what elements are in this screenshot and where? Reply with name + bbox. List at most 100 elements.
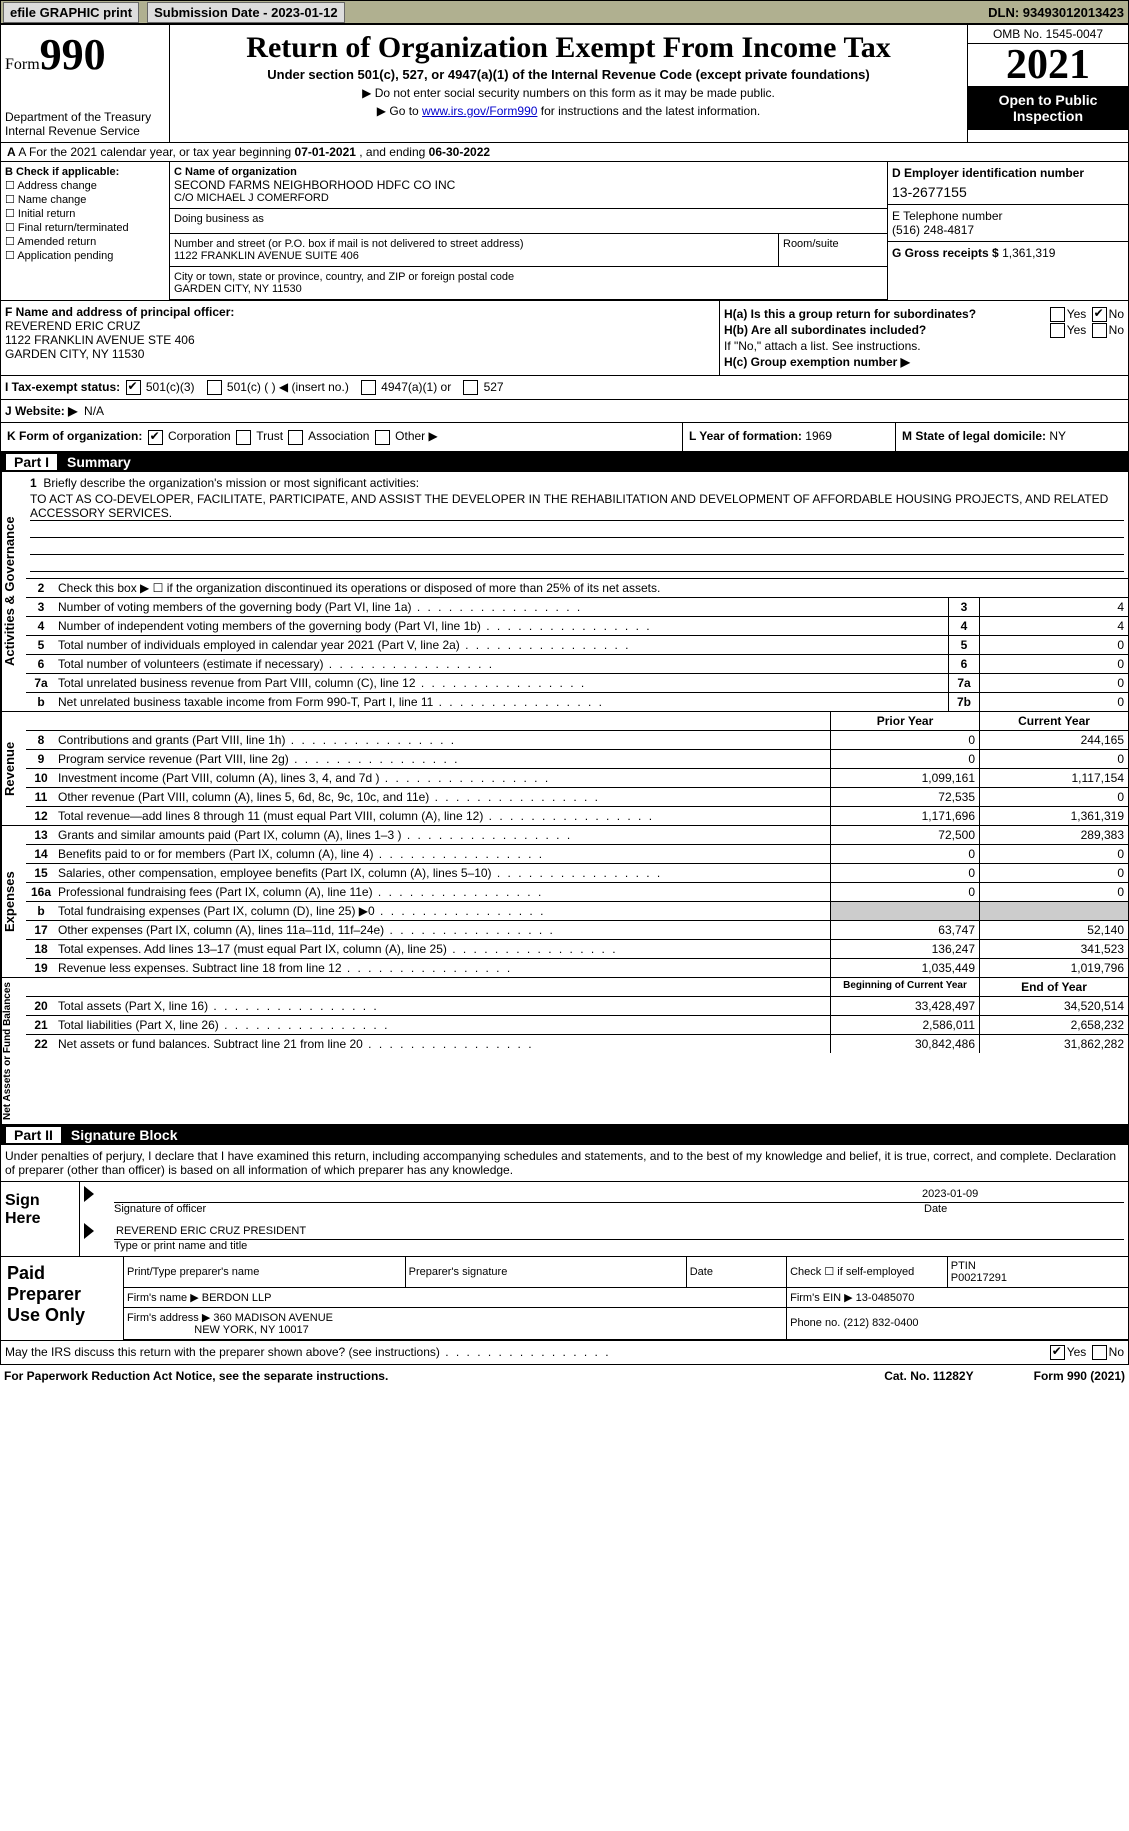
line-12: 12Total revenue—add lines 8 through 11 (… [26, 807, 1128, 825]
section-b: B Check if applicable: ☐ Address change … [1, 162, 170, 300]
firm-address: 360 MADISON AVENUE [213, 1312, 333, 1324]
part-2-header: Part II Signature Block [0, 1125, 1129, 1145]
vtab-revenue: Revenue [1, 712, 26, 825]
discuss-no[interactable] [1092, 1345, 1107, 1360]
sign-here-label: Sign Here [1, 1182, 80, 1256]
section-c-wrap: C Name of organization SECOND FARMS NEIG… [170, 162, 887, 300]
line-16a: 16aProfessional fundraising fees (Part I… [26, 883, 1128, 902]
gross-receipts: 1,361,319 [1002, 246, 1055, 260]
row-fh: F Name and address of principal officer:… [0, 301, 1129, 376]
rev-header: Prior YearCurrent Year [26, 712, 1128, 731]
line-6: 6Total number of volunteers (estimate if… [26, 655, 1128, 674]
section-f: F Name and address of principal officer:… [1, 301, 720, 375]
tax-year: 2021 [968, 44, 1128, 86]
ptin: P00217291 [951, 1272, 1007, 1284]
hb-yes[interactable] [1050, 323, 1065, 338]
line-1: 1 Briefly describe the organization's mi… [26, 472, 1128, 579]
firm-phone: (212) 832-0400 [843, 1317, 918, 1329]
org-name: SECOND FARMS NEIGHBORHOOD HDFC CO INC [174, 178, 455, 192]
officer-name-title: REVEREND ERIC CRUZ PRESIDENT [114, 1223, 1124, 1240]
paid-preparer: Paid Preparer Use Only Print/Type prepar… [0, 1257, 1129, 1341]
line-3: 3Number of voting members of the governi… [26, 598, 1128, 617]
chk-name[interactable]: ☐ Name change [5, 193, 165, 206]
line-21: 21Total liabilities (Part X, line 26)2,5… [26, 1016, 1128, 1035]
line-5: 5Total number of individuals employed in… [26, 636, 1128, 655]
section-h: H(a) Is this a group return for subordin… [720, 301, 1128, 375]
dba: Doing business as [170, 208, 887, 233]
firm-name: BERDON LLP [202, 1292, 272, 1304]
block-bcd: B Check if applicable: ☐ Address change … [0, 162, 1129, 301]
header-center: Return of Organization Exempt From Incom… [170, 25, 967, 142]
vtab-expenses: Expenses [1, 826, 26, 977]
discuss-row: May the IRS discuss this return with the… [0, 1341, 1129, 1365]
row-klm: K Form of organization: Corporation Trus… [0, 423, 1129, 451]
chk-amended[interactable]: ☐ Amended return [5, 235, 165, 248]
expenses-section: Expenses 13Grants and similar amounts pa… [0, 826, 1129, 978]
line-15: 15Salaries, other compensation, employee… [26, 864, 1128, 883]
form-header: Form990 Department of the Treasury Inter… [0, 24, 1129, 143]
vtab-activities: Activities & Governance [1, 472, 26, 711]
header-right: OMB No. 1545-0047 2021 Open to Public In… [967, 25, 1128, 142]
line-b: bNet unrelated business taxable income f… [26, 693, 1128, 711]
ha-yes[interactable] [1050, 307, 1065, 322]
city-state-zip: GARDEN CITY, NY 11530 [174, 283, 302, 295]
section-deg: D Employer identification number 13-2677… [887, 162, 1128, 300]
room-suite: Room/suite [778, 234, 887, 266]
section-i: I Tax-exempt status: 501(c)(3) 501(c) ( … [0, 376, 1129, 400]
sign-here-block: Sign Here 2023-01-09 Signature of office… [0, 1182, 1129, 1257]
line-19: 19Revenue less expenses. Subtract line 1… [26, 959, 1128, 977]
line-20: 20Total assets (Part X, line 16)33,428,4… [26, 997, 1128, 1016]
form-title: Return of Organization Exempt From Incom… [174, 31, 963, 65]
line-22: 22Net assets or fund balances. Subtract … [26, 1035, 1128, 1053]
hb-no[interactable] [1092, 323, 1107, 338]
section-j: J Website: ▶ N/A [0, 400, 1129, 423]
line-8: 8Contributions and grants (Part VIII, li… [26, 731, 1128, 750]
activities-section: Activities & Governance 1 Briefly descri… [0, 472, 1129, 712]
website: N/A [84, 404, 104, 418]
header-left: Form990 Department of the Treasury Inter… [1, 25, 170, 142]
top-bar: efile GRAPHIC print Submission Date - 20… [0, 0, 1129, 24]
line-9: 9Program service revenue (Part VIII, lin… [26, 750, 1128, 769]
vtab-net-assets: Net Assets or Fund Balances [1, 978, 26, 1124]
footer: For Paperwork Reduction Act Notice, see … [0, 1365, 1129, 1387]
org-care-of: C/O MICHAEL J COMERFORD [174, 192, 329, 204]
line-10: 10Investment income (Part VIII, column (… [26, 769, 1128, 788]
chk-initial[interactable]: ☐ Initial return [5, 207, 165, 220]
line-2: 2Check this box ▶ ☐ if the organization … [26, 579, 1128, 598]
part-1-header: Part I Summary [0, 452, 1129, 472]
revenue-section: Revenue Prior YearCurrent Year 8Contribu… [0, 712, 1129, 826]
row-a: A A For the 2021 calendar year, or tax y… [0, 143, 1129, 162]
na-header: Beginning of Current YearEnd of Year [26, 978, 1128, 997]
discuss-yes[interactable] [1050, 1345, 1065, 1360]
efile-btn[interactable]: efile GRAPHIC print [3, 2, 139, 23]
telephone: (516) 248-4817 [892, 223, 974, 237]
ein: 13-2677155 [892, 184, 1124, 200]
paid-preparer-label: Paid Preparer Use Only [1, 1257, 124, 1340]
chk-final[interactable]: ☐ Final return/terminated [5, 221, 165, 234]
street-address: 1122 FRANKLIN AVENUE SUITE 406 [174, 250, 359, 262]
section-l: L Year of formation: 1969 [683, 423, 896, 450]
line-b: bTotal fundraising expenses (Part IX, co… [26, 902, 1128, 921]
mission-text: TO ACT AS CO-DEVELOPER, FACILITATE, PART… [30, 492, 1124, 521]
chk-app[interactable]: ☐ Application pending [5, 249, 165, 262]
public-inspection: Open to Public Inspection [968, 86, 1128, 130]
section-g: G Gross receipts $ 1,361,319 [888, 242, 1128, 264]
section-d: D Employer identification number 13-2677… [888, 162, 1128, 205]
501c3-chk[interactable] [126, 380, 141, 395]
ha-no[interactable] [1092, 307, 1107, 322]
firm-ein: 13-0485070 [856, 1292, 915, 1304]
submission-date: Submission Date - 2023-01-12 [147, 2, 345, 23]
section-e: E Telephone number (516) 248-4817 [888, 205, 1128, 242]
form-990-label: Form990 [5, 29, 165, 80]
irs-link[interactable]: www.irs.gov/Form990 [422, 104, 537, 118]
corp-chk[interactable] [148, 430, 163, 445]
line-17: 17Other expenses (Part IX, column (A), l… [26, 921, 1128, 940]
arrow-icon [84, 1186, 94, 1202]
line-11: 11Other revenue (Part VIII, column (A), … [26, 788, 1128, 807]
line-18: 18Total expenses. Add lines 13–17 (must … [26, 940, 1128, 959]
subtitle-2: ▶ Do not enter social security numbers o… [174, 86, 963, 100]
line-4: 4Number of independent voting members of… [26, 617, 1128, 636]
department: Department of the Treasury Internal Reve… [5, 110, 165, 138]
section-k: K Form of organization: Corporation Trus… [1, 423, 683, 450]
chk-address[interactable]: ☐ Address change [5, 179, 165, 192]
